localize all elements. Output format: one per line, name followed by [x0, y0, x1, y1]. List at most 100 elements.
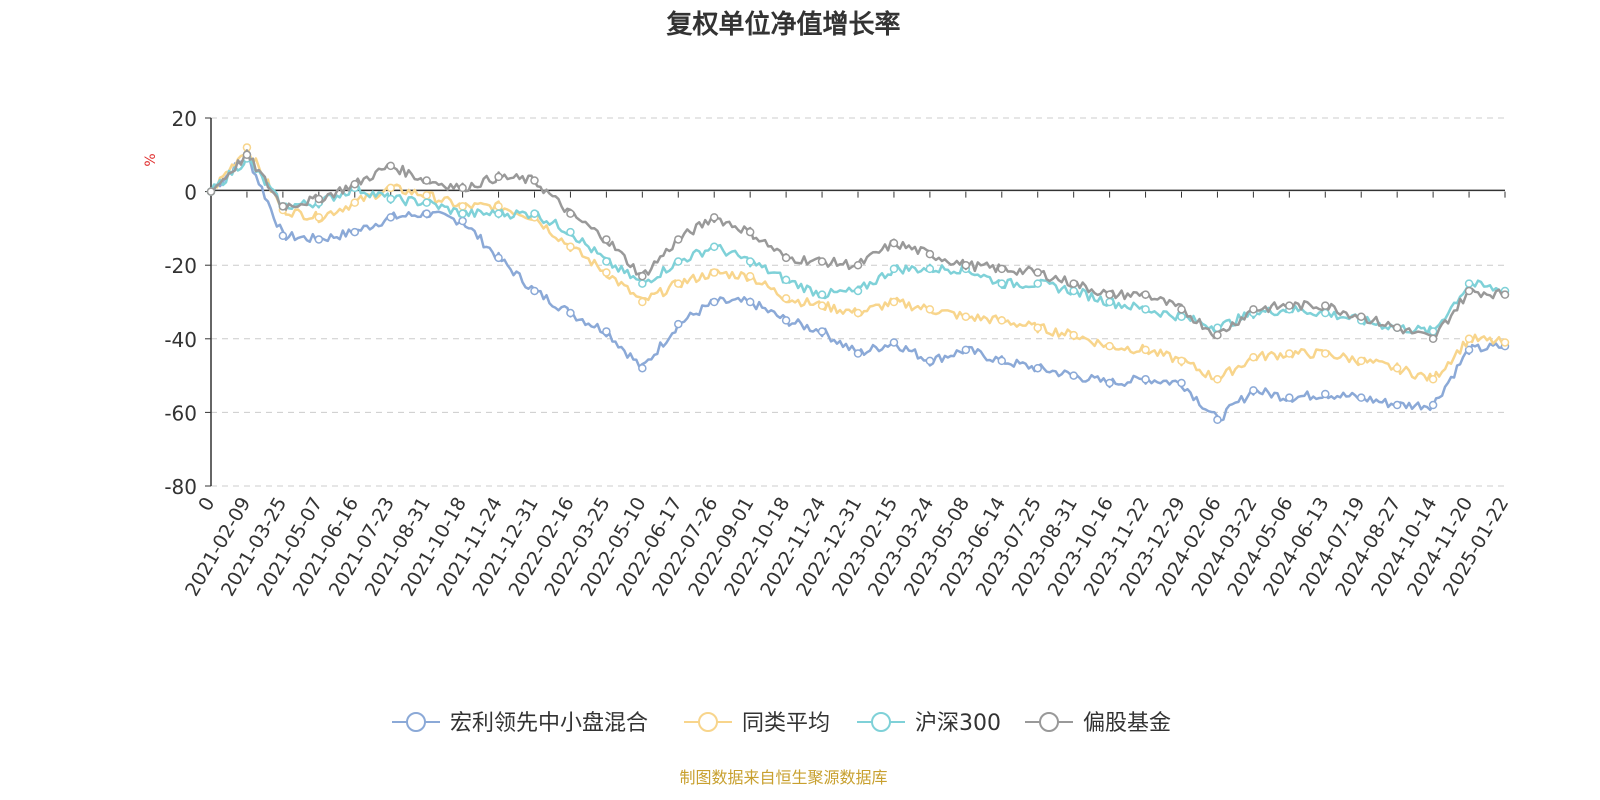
data-point [674, 235, 683, 244]
data-point [1356, 356, 1366, 366]
data-point [1321, 349, 1330, 358]
y-tick-labels: 20 0 -20 -40 -60 -80 [164, 107, 211, 499]
legend-marker-icon [1039, 712, 1059, 732]
data-point [530, 286, 539, 296]
data-point [638, 271, 647, 281]
data-point [350, 198, 360, 207]
data-point [1500, 338, 1510, 347]
data-point [458, 183, 467, 193]
data-point [1428, 334, 1438, 344]
data-point [602, 327, 611, 336]
data-point [1285, 349, 1294, 358]
data-point [1392, 363, 1402, 373]
data-point [1500, 290, 1510, 299]
data-point [1069, 371, 1078, 380]
data-point [1249, 352, 1258, 362]
data-point [530, 176, 539, 185]
data-point [961, 260, 971, 270]
data-point [278, 202, 288, 211]
data-point [817, 257, 827, 266]
data-point [997, 264, 1007, 274]
data-point [494, 172, 503, 182]
data-point [1141, 305, 1150, 314]
data-point [422, 191, 431, 200]
y-tick-label: -40 [164, 328, 197, 352]
legend-item-2[interactable]: 沪深300 [857, 711, 1001, 736]
data-point [1069, 286, 1078, 296]
data-point [1177, 305, 1186, 314]
y-tick-label: 0 [184, 181, 197, 205]
series-0 [206, 150, 1510, 425]
data-point [350, 227, 360, 237]
legend-marker-icon [406, 712, 426, 732]
data-point [1392, 323, 1402, 333]
data-point [566, 209, 575, 218]
x-tick-labels: 02021-02-092021-03-252021-05-072021-06-1… [181, 191, 1513, 600]
data-point [781, 253, 791, 263]
legend-label-3: 偏股基金 [1083, 711, 1171, 736]
data-point [1356, 393, 1366, 402]
data-point [674, 257, 683, 266]
y-tick-label: -60 [164, 401, 197, 425]
data-point [530, 209, 539, 218]
data-point [602, 257, 611, 266]
data-point [1464, 345, 1474, 355]
data-point [458, 216, 467, 226]
grid-lines [211, 117, 1505, 487]
data-point [494, 202, 503, 211]
data-point [1213, 375, 1222, 384]
data-point [278, 231, 288, 241]
data-point [781, 294, 791, 303]
legend-item-3[interactable]: 偏股基金 [1025, 711, 1171, 736]
data-point [889, 297, 899, 307]
data-point [853, 260, 863, 270]
data-point [745, 257, 755, 266]
legend-marker-icon [698, 712, 718, 732]
data-point [1105, 297, 1114, 307]
data-point [1069, 330, 1078, 340]
legend[interactable]: 宏利领先中小盘混合 同类平均 沪深300 偏股基金 [392, 711, 1171, 736]
data-point [853, 286, 863, 296]
data-point [745, 271, 755, 281]
data-point [1464, 286, 1474, 296]
data-point [638, 279, 647, 288]
data-point [1141, 375, 1150, 384]
series-3 [206, 149, 1510, 344]
data-point [638, 297, 647, 307]
data-point [1069, 279, 1078, 288]
data-point [889, 338, 899, 347]
data-point [566, 308, 575, 318]
data-point [1141, 290, 1150, 299]
data-point [889, 238, 899, 248]
data-point [602, 268, 611, 277]
legend-item-1[interactable]: 同类平均 [684, 711, 830, 736]
legend-item-0[interactable]: 宏利领先中小盘混合 [392, 711, 648, 736]
series-lines [206, 143, 1510, 425]
data-point [1321, 301, 1330, 310]
axes [210, 118, 1505, 486]
data-point [925, 264, 935, 274]
data-point [458, 209, 467, 218]
data-point [709, 268, 719, 277]
data-point [781, 316, 791, 325]
data-point [997, 356, 1007, 366]
data-point [1249, 386, 1258, 395]
data-point [1033, 279, 1042, 288]
data-point [1033, 268, 1042, 277]
data-point [709, 213, 719, 222]
data-point [1285, 393, 1294, 402]
data-point [386, 213, 395, 222]
data-point [961, 312, 971, 321]
data-point [314, 235, 324, 244]
legend-marker-icon [871, 712, 891, 732]
data-point [602, 235, 611, 244]
data-point [817, 290, 827, 299]
data-point [709, 242, 719, 252]
data-point [494, 253, 503, 263]
data-point [817, 301, 827, 310]
data-point [566, 242, 575, 252]
y-axis-label: % [143, 153, 159, 166]
data-point [1177, 356, 1186, 366]
y-tick-label: 20 [172, 107, 197, 131]
data-point [1105, 341, 1114, 351]
